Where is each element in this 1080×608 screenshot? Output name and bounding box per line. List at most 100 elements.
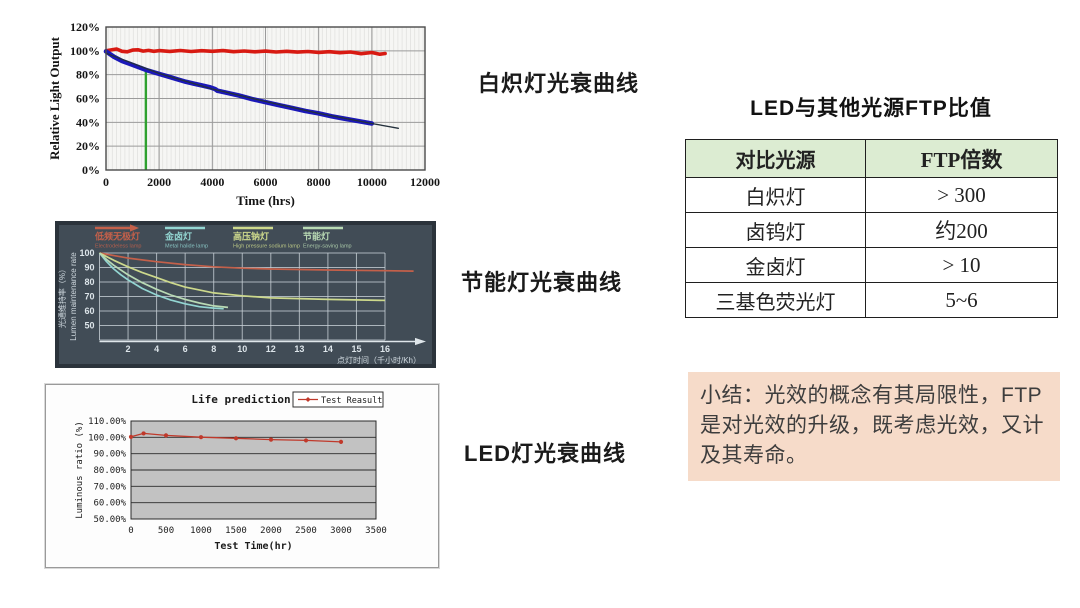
data-point	[233, 436, 239, 441]
red-flat-curve	[104, 47, 387, 57]
svg-text:40%: 40%	[76, 115, 100, 129]
led-chart-svg: 110.00% 100.00% 90.00% 80.00% 70.00% 60.00% 50…	[75, 391, 387, 552]
svg-text:2000: 2000	[260, 526, 282, 536]
svg-text:50.00%: 50.00%	[93, 515, 126, 525]
incandescent-chart-svg: 0% 20% 40% 60% 80% 100% 120% 0 2000 4000 6000 8000 1…	[47, 20, 440, 208]
svg-text:Lumen maintenance rate: Lumen maintenance rate	[69, 252, 78, 341]
svg-text:60: 60	[84, 306, 94, 316]
energy-saving-chart-svg: 低频无极灯 Electrodeless lamp 金卤灯 Metal halide l…	[55, 221, 436, 368]
legend-box	[292, 391, 384, 408]
svg-text:Electrodeless lamp: Electrodeless lamp	[95, 244, 141, 250]
svg-text:100: 100	[79, 248, 94, 258]
cell-ftp-value: 5~6	[865, 282, 1058, 318]
axis-arrow-icon	[415, 337, 426, 346]
svg-text:Test Time(hr): Test Time(hr)	[214, 540, 292, 552]
cell-source: 白炽灯	[685, 177, 866, 213]
caption-energy-saving: 节能灯光衰曲线	[461, 270, 623, 295]
cell-ftp-value: > 10	[865, 247, 1058, 283]
svg-text:120%: 120%	[70, 20, 100, 34]
svg-text:14: 14	[323, 344, 333, 354]
incandescent-decay-chart: 0% 20% 40% 60% 80% 100% 120% 0 2000 4000 6000 8000 1…	[45, 4, 445, 210]
节能灯	[98, 252, 229, 309]
table-row: 白炽灯 > 300	[685, 177, 1058, 213]
svg-text:4000: 4000	[200, 175, 224, 189]
Test Reasult	[130, 432, 342, 443]
svg-text:1500: 1500	[225, 526, 247, 536]
svg-text:3500: 3500	[365, 526, 387, 536]
svg-text:100.00%: 100.00%	[88, 433, 127, 443]
table-row: 三基色荧光灯 5~6	[685, 282, 1058, 318]
svg-text:2: 2	[126, 344, 131, 354]
svg-text:节能灯: 节能灯	[303, 231, 330, 242]
summary-note: 小结：光效的概念有其局限性，FTP是对光效的升级，既考虑光效，又计及其寿命。	[688, 372, 1060, 482]
data-point	[303, 438, 309, 443]
svg-text:80.00%: 80.00%	[93, 466, 126, 476]
svg-text:2000: 2000	[147, 175, 171, 189]
svg-text:90.00%: 90.00%	[93, 450, 126, 460]
table-header-row: 对比光源 FTP倍数	[685, 139, 1058, 178]
svg-text:6000: 6000	[254, 175, 278, 189]
svg-text:Luminous ratio (%): Luminous ratio (%)	[75, 421, 85, 519]
data-point	[141, 431, 146, 436]
svg-text:50: 50	[84, 321, 94, 331]
cell-source: 三基色荧光灯	[685, 282, 866, 318]
svg-text:Energy-saving lamp: Energy-saving lamp	[303, 244, 352, 250]
高压钠灯	[99, 252, 386, 302]
svg-text:90: 90	[84, 263, 94, 273]
svg-text:16: 16	[380, 344, 390, 354]
svg-text:15: 15	[351, 344, 361, 354]
energy-saving-decay-chart: 低频无极灯 Electrodeless lamp 金卤灯 Metal halide l…	[55, 221, 436, 368]
table-row: 金卤灯 > 10	[685, 247, 1058, 283]
svg-text:Life prediction: Life prediction	[191, 393, 290, 406]
svg-text:12: 12	[266, 344, 276, 354]
svg-text:0: 0	[128, 526, 133, 536]
svg-text:Time (hrs): Time (hrs)	[236, 193, 295, 208]
svg-text:光通维持率（%）: 光通维持率（%）	[57, 265, 67, 328]
svg-text:12000: 12000	[410, 175, 440, 189]
svg-text:6: 6	[183, 344, 188, 354]
svg-text:10: 10	[237, 344, 247, 354]
svg-text:2500: 2500	[295, 526, 317, 536]
svg-text:100%: 100%	[70, 44, 100, 58]
svg-text:500: 500	[158, 526, 174, 536]
svg-text:Relative Light Output: Relative Light Output	[47, 36, 62, 159]
svg-text:80%: 80%	[76, 68, 100, 82]
svg-text:60%: 60%	[76, 92, 100, 106]
cell-ftp-value: 约200	[865, 212, 1058, 248]
table-header-source: 对比光源	[685, 139, 866, 178]
data-point	[338, 439, 344, 445]
svg-text:1000: 1000	[190, 526, 212, 536]
ftp-table-title: LED与其他光源FTP比值	[750, 97, 992, 120]
data-point	[268, 437, 274, 442]
svg-text:High pressure sodium lamp: High pressure sodium lamp	[233, 244, 300, 250]
svg-text:70: 70	[84, 292, 94, 302]
svg-text:4: 4	[154, 344, 159, 354]
data-point	[163, 433, 169, 438]
arrow-icon	[130, 224, 139, 232]
svg-text:Metal halide lamp: Metal halide lamp	[165, 244, 208, 250]
svg-text:110.00%: 110.00%	[88, 417, 127, 427]
led-life-prediction-chart: 110.00% 100.00% 90.00% 80.00% 70.00% 60.00% 50…	[44, 383, 440, 569]
金卤灯	[98, 252, 224, 310]
table-header-ftp: FTP倍数	[865, 139, 1058, 178]
caption-led: LED灯光衰曲线	[464, 441, 627, 466]
caption-incandescent: 白炽灯光衰曲线	[478, 71, 640, 96]
svg-text:点灯时间（千小时/Kh）: 点灯时间（千小时/Kh）	[337, 355, 421, 365]
svg-text:80: 80	[84, 277, 94, 287]
svg-text:低频无极灯: 低频无极灯	[94, 231, 140, 242]
svg-text:70.00%: 70.00%	[93, 482, 126, 492]
svg-text:0%: 0%	[82, 163, 100, 177]
svg-text:金卤灯: 金卤灯	[164, 231, 192, 242]
svg-text:13: 13	[294, 344, 304, 354]
svg-text:60.00%: 60.00%	[93, 499, 126, 509]
data-point	[128, 434, 134, 439]
trend-line	[105, 52, 400, 129]
svg-text:3000: 3000	[330, 526, 352, 536]
svg-text:20%: 20%	[76, 139, 100, 153]
cell-ftp-value: > 300	[865, 177, 1058, 213]
svg-text:Test Reasult: Test Reasult	[321, 396, 382, 406]
svg-text:8: 8	[211, 344, 216, 354]
svg-text:8000: 8000	[307, 175, 331, 189]
低频无极灯	[99, 252, 414, 272]
